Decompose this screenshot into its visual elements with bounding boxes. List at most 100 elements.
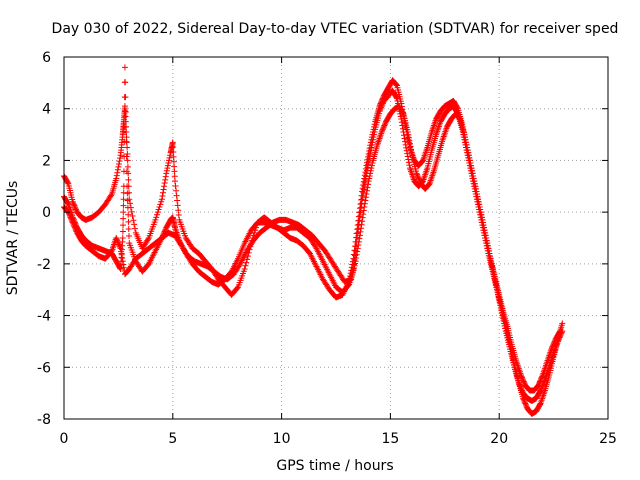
- data-point: [393, 94, 400, 101]
- data-point: [516, 382, 523, 389]
- data-point: [162, 173, 169, 180]
- data-point: [160, 189, 167, 196]
- data-point: [122, 94, 129, 101]
- data-point: [476, 203, 483, 210]
- data-point: [455, 114, 462, 121]
- series-satellite-track-3: [61, 103, 564, 394]
- data-point: [123, 128, 130, 135]
- data-point: [72, 205, 79, 212]
- data-point: [381, 121, 388, 128]
- data-point: [355, 242, 362, 249]
- data-point: [379, 126, 386, 133]
- data-point: [550, 341, 557, 348]
- data-point: [378, 99, 385, 106]
- data-point: [470, 172, 477, 179]
- y-tick-label: 6: [42, 50, 51, 66]
- data-point: [364, 187, 371, 194]
- data-point: [551, 338, 558, 345]
- data-point: [550, 342, 557, 349]
- data-point: [377, 101, 384, 108]
- data-point: [352, 258, 359, 265]
- data-point: [485, 247, 492, 254]
- data-point: [353, 255, 360, 262]
- data-point: [119, 228, 126, 235]
- data-point: [486, 250, 493, 257]
- data-point: [399, 109, 406, 116]
- data-point: [120, 215, 127, 222]
- data-point: [415, 174, 422, 181]
- data-point: [69, 218, 76, 225]
- data-point: [71, 224, 78, 231]
- data-point: [414, 171, 421, 178]
- data-point: [480, 224, 487, 231]
- data-point: [483, 235, 490, 241]
- data-point: [121, 103, 128, 110]
- data-point: [416, 176, 423, 183]
- data-point: [376, 103, 383, 110]
- data-point: [519, 387, 526, 394]
- data-point: [360, 181, 367, 188]
- data-point: [363, 191, 370, 198]
- data-point: [155, 206, 162, 213]
- data-point: [123, 138, 130, 145]
- data-point: [404, 128, 411, 135]
- data-point: [516, 381, 523, 388]
- data-point: [539, 373, 546, 380]
- data-point: [125, 218, 132, 225]
- data-point: [364, 156, 371, 163]
- data-point: [478, 211, 485, 218]
- data-point: [113, 172, 120, 179]
- data-point: [401, 135, 408, 142]
- data-point: [365, 181, 372, 188]
- data-point: [456, 115, 463, 122]
- data-point: [72, 206, 79, 213]
- data-point: [358, 221, 365, 228]
- data-point: [362, 169, 369, 176]
- data-point: [537, 378, 543, 385]
- data-point: [354, 248, 361, 255]
- data-point: [380, 125, 387, 132]
- data-point: [361, 203, 368, 210]
- data-point: [359, 188, 366, 195]
- data-point: [124, 183, 131, 190]
- chart-title: Day 030 of 2022, Sidereal Day-to-day VTE…: [52, 21, 619, 37]
- x-tick-label: 5: [168, 431, 177, 447]
- data-point: [65, 210, 72, 217]
- data-point: [557, 328, 564, 335]
- data-point: [115, 240, 122, 247]
- data-point: [482, 229, 489, 236]
- data-point: [407, 143, 414, 150]
- data-point: [158, 196, 165, 203]
- data-point: [483, 237, 490, 244]
- data-point: [477, 209, 484, 216]
- data-point: [469, 170, 476, 177]
- data-point: [358, 204, 365, 211]
- data-point: [481, 227, 488, 234]
- data-point: [72, 225, 79, 232]
- data-point: [164, 165, 171, 172]
- data-point: [377, 100, 384, 107]
- data-point: [115, 163, 122, 170]
- data-point: [122, 108, 129, 115]
- data-point: [520, 377, 527, 384]
- data-point: [463, 141, 470, 148]
- data-point: [480, 222, 487, 229]
- x-tick-label: 25: [599, 431, 617, 447]
- data-point: [124, 163, 131, 170]
- data-point: [126, 233, 133, 240]
- data-point: [152, 216, 159, 223]
- data-point: [367, 167, 374, 174]
- data-point: [117, 155, 124, 162]
- data-point: [117, 245, 124, 252]
- data-point: [356, 209, 363, 216]
- data-point: [163, 170, 170, 177]
- data-point: [413, 170, 420, 177]
- data-point: [359, 196, 366, 203]
- data-point: [175, 212, 182, 219]
- data-point: [484, 242, 491, 249]
- data-point: [464, 147, 471, 154]
- data-point: [415, 175, 422, 182]
- data-point: [120, 222, 127, 229]
- data-point: [359, 185, 366, 192]
- data-point: [364, 184, 371, 191]
